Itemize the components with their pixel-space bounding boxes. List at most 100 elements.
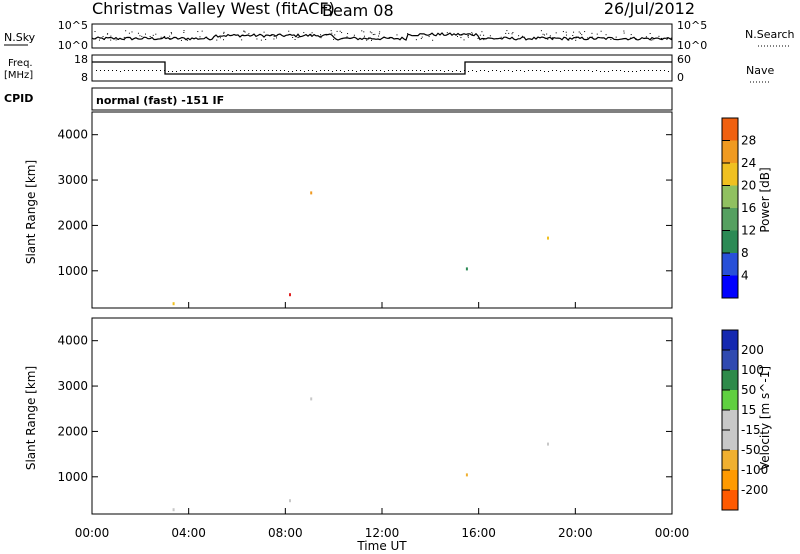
nave-dot	[504, 70, 505, 71]
power-cell	[289, 293, 291, 297]
colorbar-segment	[722, 390, 738, 410]
y-tick-label: 3000	[57, 173, 88, 187]
noise-search-dot	[623, 30, 625, 32]
nave-dot	[292, 71, 293, 72]
noise-search-dot	[152, 34, 154, 36]
nave-dot	[240, 70, 241, 71]
y-tick-label: 2000	[57, 218, 88, 232]
nave-dot	[108, 70, 109, 71]
noise-search-dot	[242, 34, 244, 36]
noise-search-dot	[206, 36, 208, 38]
noise-search-dot	[263, 31, 265, 33]
noise-search-dot	[169, 35, 171, 37]
nave-dot	[636, 71, 637, 72]
nave-dot	[652, 70, 653, 71]
nave-dot	[160, 70, 161, 71]
x-tick-label: 16:00	[461, 526, 496, 540]
noise-left-label: N.Sky	[4, 31, 36, 44]
noise-search-dot	[477, 37, 479, 39]
noise-search-dot	[421, 36, 423, 38]
noise-search-dot	[670, 37, 672, 39]
nave-dot	[96, 70, 97, 71]
noise-search-dot	[407, 33, 409, 35]
power-y-axis: 1000 2000 3000 4000	[57, 128, 672, 278]
nave-dot	[356, 71, 357, 72]
noise-search-dot	[378, 35, 380, 37]
nave-dot	[380, 70, 381, 71]
nave-dot	[212, 70, 213, 71]
freq-left-tick-top: 18	[74, 53, 88, 66]
noise-search-dot	[463, 39, 465, 41]
noise-search-dot	[169, 37, 171, 39]
noise-search-dot	[546, 33, 548, 35]
nave-dot	[184, 70, 185, 71]
nave-dot	[416, 70, 417, 71]
noise-search-dot	[542, 33, 544, 35]
nave-dot	[620, 70, 621, 71]
nave-dot	[588, 70, 589, 71]
noise-search-dot	[276, 37, 278, 39]
noise-search-dot	[432, 39, 434, 41]
nave-dot	[140, 70, 141, 71]
noise-search-dot	[163, 36, 165, 38]
noise-search-dot	[131, 31, 133, 33]
noise-search-dot	[310, 33, 312, 35]
nave-dot	[540, 70, 541, 71]
noise-search-dot	[320, 37, 322, 39]
nave-dot	[456, 70, 457, 71]
noise-search-dot	[500, 36, 502, 38]
noise-search-dot	[139, 35, 141, 37]
noise-search-dot	[578, 31, 580, 33]
noise-search-dot	[460, 37, 462, 39]
power-cell	[310, 191, 313, 195]
noise-search-dot	[467, 35, 469, 37]
time-axis-label: Time UT	[356, 539, 407, 553]
noise-search-dot	[197, 31, 199, 33]
beam-label: Beam 08	[322, 1, 394, 20]
noise-search-dot	[149, 35, 151, 37]
noise-search-dot	[180, 39, 182, 41]
noise-search-dot	[508, 32, 510, 34]
y-tick-label: 4000	[57, 334, 88, 348]
nave-dot	[340, 70, 341, 71]
noise-search-dot	[428, 36, 430, 38]
nave-dot	[648, 70, 649, 71]
velocity-cell	[465, 473, 468, 477]
noise-search-dot	[320, 34, 322, 36]
nave-dot	[308, 70, 309, 71]
freq-trace	[92, 61, 672, 75]
noise-search-dot	[223, 32, 225, 34]
noise-search-dot	[562, 31, 564, 33]
noise-search-dot	[241, 39, 243, 41]
noise-search-dot	[297, 37, 299, 39]
noise-search-dot	[95, 38, 97, 40]
noise-search-dot	[544, 34, 546, 36]
colorbar-tick-label: 20	[741, 179, 756, 193]
noise-search-dot	[141, 35, 143, 37]
x-tick-label: 12:00	[365, 526, 400, 540]
noise-search-dot	[223, 31, 225, 33]
y-tick-label: 1000	[57, 470, 88, 484]
noise-search-dot	[244, 31, 246, 33]
nave-dot	[112, 70, 113, 71]
cpid-label: CPID	[4, 92, 33, 105]
noise-search-dot	[94, 31, 96, 33]
colorbar-segment	[722, 118, 738, 141]
nave-dot	[468, 71, 469, 72]
colorbar-segment	[722, 230, 738, 253]
nave-dot	[180, 70, 181, 71]
colorbar-segment	[722, 253, 738, 276]
nave-dot	[616, 70, 617, 71]
noise-left-tick-bottom: 10^0	[58, 39, 88, 52]
noise-search-dot	[110, 35, 112, 37]
nave-dot	[432, 70, 433, 71]
nave-dot	[412, 70, 413, 71]
noise-right-label: N.Search	[745, 28, 795, 41]
noise-search-dot	[467, 34, 469, 36]
nave-dot	[168, 71, 169, 72]
noise-search-dot	[371, 32, 373, 34]
colorbar-frame	[721, 329, 739, 511]
nave-dot	[204, 70, 205, 71]
noise-search-dot	[573, 31, 575, 33]
